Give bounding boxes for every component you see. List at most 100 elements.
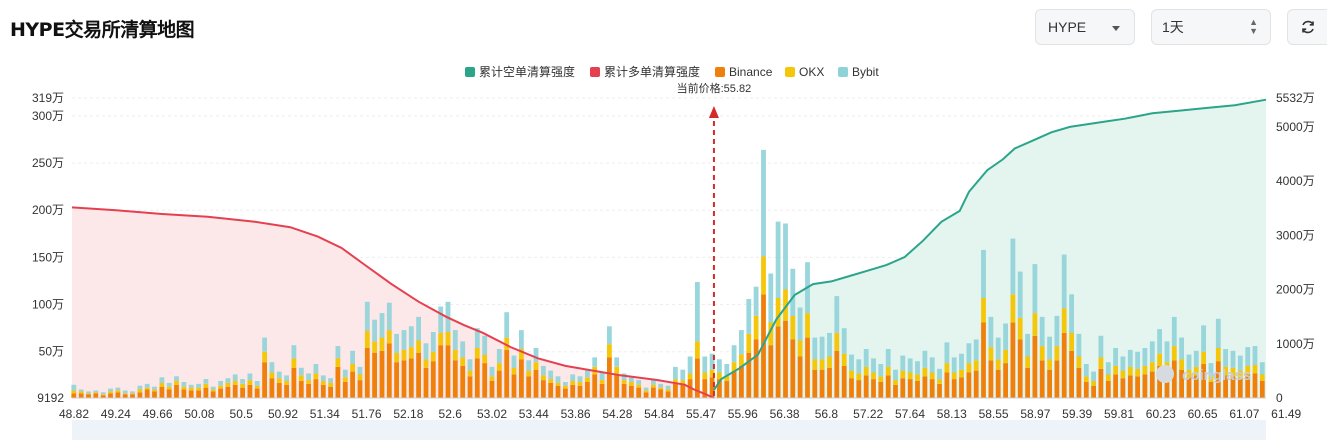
bar-okx [1245, 365, 1251, 375]
range-slider[interactable] [72, 420, 1266, 440]
bar-binance [152, 391, 157, 398]
bar-okx [78, 391, 84, 394]
bar-okx [856, 373, 862, 381]
bar-binance [1149, 371, 1155, 398]
bar-okx [1010, 294, 1016, 323]
bar-bybit [1149, 341, 1155, 363]
bar-okx [122, 393, 128, 395]
bar-bybit [1245, 347, 1251, 366]
bar-okx [306, 380, 311, 384]
bar-okx [783, 289, 788, 321]
bar-bybit [1179, 337, 1184, 360]
bar-binance [357, 380, 363, 398]
bar-binance [702, 379, 708, 398]
refresh-button[interactable] [1287, 9, 1327, 45]
short-cumulative-area [713, 99, 1266, 398]
period-select[interactable]: 1天 ▲ ▼ [1151, 9, 1271, 45]
bar-bybit [878, 364, 884, 377]
bar-binance [717, 379, 722, 398]
bar-bybit [159, 377, 165, 383]
bar-bybit [474, 328, 480, 348]
bar-okx [225, 382, 231, 387]
bar-okx [496, 363, 502, 371]
bar-binance [599, 383, 605, 398]
x-axis-tick-label: 49.66 [143, 407, 173, 421]
bar-binance [1157, 365, 1162, 398]
bar-okx [973, 360, 979, 371]
bar-binance [1061, 332, 1067, 398]
bar-okx [827, 356, 832, 368]
bar-bybit [680, 369, 686, 381]
bar-binance [885, 375, 891, 398]
bar-okx [915, 374, 920, 381]
bar-binance [907, 379, 913, 398]
bar-bybit [570, 374, 576, 381]
bar-bybit [203, 379, 209, 384]
bar-okx [313, 373, 319, 380]
bar-binance [863, 375, 869, 398]
bar-binance [174, 384, 179, 398]
bar-binance [1083, 382, 1089, 398]
left-axis-tick-label: 150万 [32, 250, 64, 264]
bar-binance [474, 358, 480, 398]
right-axis-tick-label: 4000万 [1276, 174, 1315, 188]
bar-binance [790, 339, 796, 398]
bar-bybit [350, 350, 355, 364]
bar-bybit [386, 302, 392, 331]
bar-okx [841, 353, 847, 366]
bar-bybit [342, 369, 348, 378]
bar-bybit [1186, 354, 1192, 370]
bar-bybit [306, 373, 311, 381]
left-axis-tick-label: 300万 [32, 109, 64, 123]
bar-bybit [291, 345, 297, 359]
bar-bybit [1127, 349, 1133, 367]
bar-okx [629, 382, 634, 386]
bar-okx [739, 354, 744, 366]
bar-bybit [108, 388, 113, 392]
bar-okx [1215, 348, 1221, 362]
bar-binance [1091, 385, 1096, 398]
bar-okx [438, 332, 444, 346]
bar-okx [1127, 366, 1133, 376]
bar-bybit [849, 354, 854, 371]
bar-bybit [783, 223, 788, 290]
bar-okx [1032, 313, 1038, 336]
bar-okx [130, 393, 135, 395]
bar-binance [519, 359, 524, 398]
bar-binance [1230, 376, 1236, 398]
bar-okx [790, 315, 796, 340]
bar-okx [687, 373, 693, 380]
bar-okx [849, 370, 854, 379]
bar-okx [1083, 376, 1089, 382]
bar-okx [1113, 365, 1118, 375]
bar-binance [1032, 335, 1038, 398]
coin-select[interactable]: HYPE [1035, 9, 1135, 45]
bar-binance [658, 389, 664, 398]
bar-okx [1171, 346, 1177, 361]
bar-okx [651, 384, 656, 388]
x-axis-tick-label: 58.97 [1020, 407, 1050, 421]
left-axis-tick-label: 100万 [32, 298, 64, 312]
bar-binance [144, 389, 150, 398]
bar-bybit [1193, 350, 1199, 367]
bar-bybit [621, 373, 627, 381]
bar-binance [1179, 369, 1184, 398]
long-cumulative-area [72, 207, 714, 398]
legend-swatch [465, 67, 475, 77]
x-axis-tick-label: 54.84 [644, 407, 674, 421]
bar-binance [452, 360, 458, 398]
bar-binance [196, 390, 201, 398]
bar-bybit [922, 350, 928, 368]
bar-okx [599, 380, 605, 384]
bar-okx [929, 372, 935, 380]
bar-okx [276, 378, 282, 383]
bar-bybit [254, 381, 260, 386]
bar-bybit [1230, 350, 1236, 368]
bar-binance [585, 382, 590, 398]
bar-binance [86, 394, 91, 398]
bar-bybit [430, 332, 436, 352]
left-axis-tick-label: 200万 [32, 203, 64, 217]
bar-binance [137, 392, 143, 398]
bar-okx [753, 315, 759, 340]
